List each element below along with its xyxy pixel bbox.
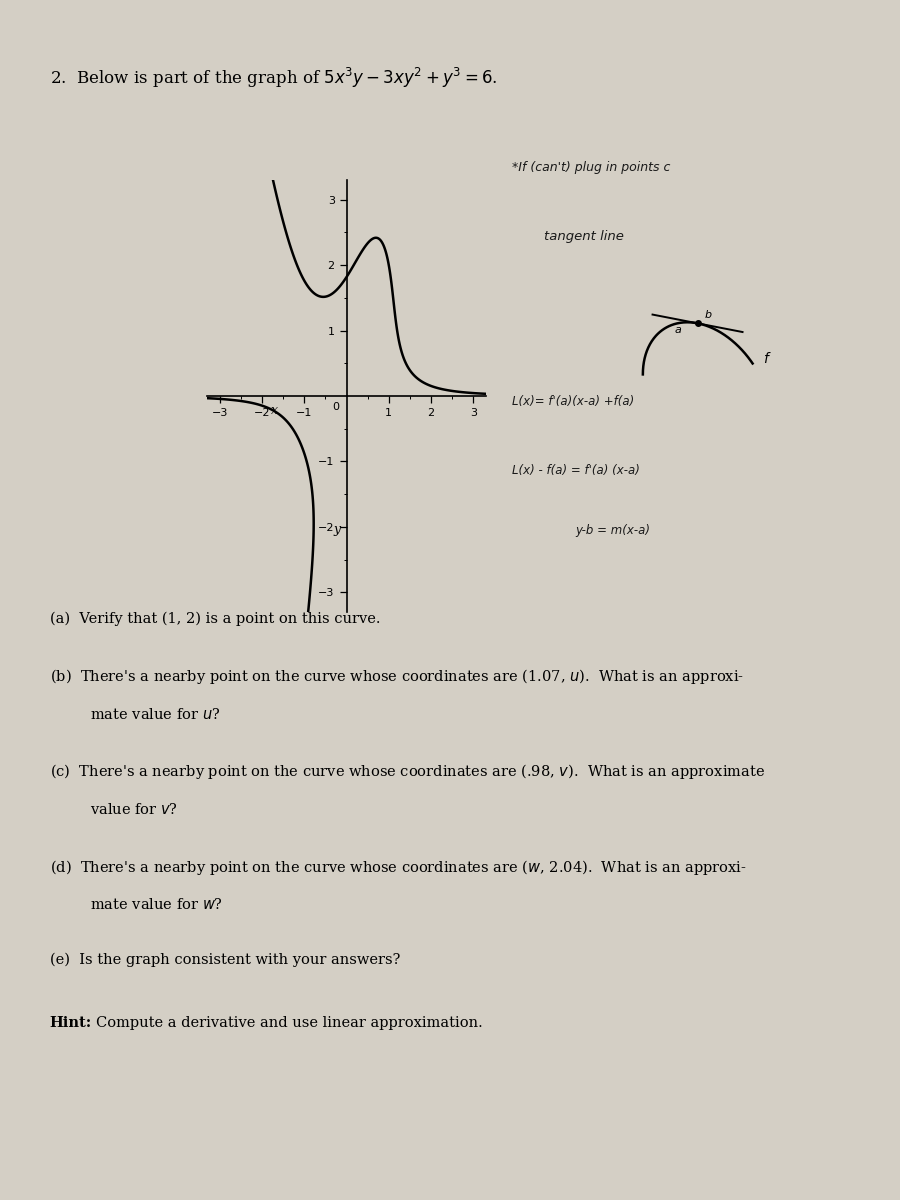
Text: x: x	[271, 404, 278, 418]
Text: 2.  Below is part of the graph of $5x^3y - 3xy^2 + y^3 = 6$.: 2. Below is part of the graph of $5x^3y …	[50, 66, 497, 90]
Text: (a)  Verify that (1, 2) is a point on this curve.: (a) Verify that (1, 2) is a point on thi…	[50, 612, 380, 626]
Text: (b)  There's a nearby point on the curve whose coordinates are (1.07, $u$).  Wha: (b) There's a nearby point on the curve …	[50, 667, 743, 686]
Text: (e)  Is the graph consistent with your answers?: (e) Is the graph consistent with your an…	[50, 953, 400, 967]
Text: y-b = m(x-a): y-b = m(x-a)	[575, 524, 651, 538]
Text: *If (can't) plug in points c: *If (can't) plug in points c	[512, 161, 670, 174]
Text: tangent line: tangent line	[544, 230, 624, 244]
Text: (c)  There's a nearby point on the curve whose coordinates are (.98, $v$).  What: (c) There's a nearby point on the curve …	[50, 762, 764, 781]
Text: f: f	[763, 353, 768, 366]
Text: 0: 0	[332, 402, 339, 413]
Text: (d)  There's a nearby point on the curve whose coordinates are ($w$, 2.04).  Wha: (d) There's a nearby point on the curve …	[50, 858, 746, 876]
Text: Compute a derivative and use linear approximation.: Compute a derivative and use linear appr…	[96, 1016, 483, 1030]
Text: b: b	[705, 310, 711, 320]
Text: a: a	[675, 325, 681, 335]
Text: Hint:: Hint:	[50, 1016, 92, 1030]
Text: value for $v$?: value for $v$?	[90, 802, 178, 817]
Text: y: y	[334, 523, 341, 536]
Text: mate value for $w$?: mate value for $w$?	[90, 898, 223, 912]
Text: L(x)= f'(a)(x-a) +f(a): L(x)= f'(a)(x-a) +f(a)	[512, 395, 634, 408]
Text: L(x) - f(a) = f'(a) (x-a): L(x) - f(a) = f'(a) (x-a)	[512, 463, 640, 476]
Text: mate value for $u$?: mate value for $u$?	[90, 707, 220, 722]
